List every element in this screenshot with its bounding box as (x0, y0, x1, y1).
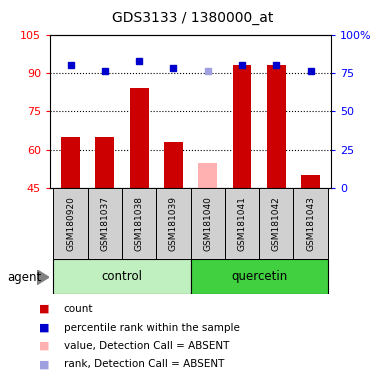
Text: rank, Detection Call = ABSENT: rank, Detection Call = ABSENT (64, 359, 224, 369)
Bar (198, 162, 217, 188)
Bar (191, 188, 225, 259)
Polygon shape (37, 270, 49, 285)
Bar (233, 65, 251, 188)
Bar (225, 188, 259, 259)
Text: GSM181037: GSM181037 (100, 196, 109, 251)
Text: GSM181043: GSM181043 (306, 196, 315, 251)
Bar (88, 188, 122, 259)
Text: ■: ■ (38, 359, 49, 369)
Bar (301, 175, 320, 188)
Bar (54, 259, 191, 294)
Bar (54, 188, 88, 259)
Text: GSM181039: GSM181039 (169, 196, 178, 251)
Text: GDS3133 / 1380000_at: GDS3133 / 1380000_at (112, 11, 273, 25)
Bar (259, 188, 293, 259)
Text: GSM181040: GSM181040 (203, 196, 212, 251)
Text: count: count (64, 304, 93, 314)
Bar (122, 188, 156, 259)
Bar (267, 65, 286, 188)
Text: ■: ■ (38, 323, 49, 333)
Bar (164, 142, 183, 188)
Text: GSM181038: GSM181038 (135, 196, 144, 251)
Text: ■: ■ (38, 341, 49, 351)
Text: GSM181042: GSM181042 (272, 196, 281, 251)
Bar (293, 188, 328, 259)
Text: ■: ■ (38, 304, 49, 314)
Bar (61, 137, 80, 188)
Text: GSM180920: GSM180920 (66, 196, 75, 251)
Text: agent: agent (8, 271, 42, 284)
Text: quercetin: quercetin (231, 270, 287, 283)
Text: value, Detection Call = ABSENT: value, Detection Call = ABSENT (64, 341, 229, 351)
Text: control: control (102, 270, 142, 283)
Bar (95, 137, 114, 188)
Bar (130, 88, 149, 188)
Bar (191, 259, 328, 294)
Text: percentile rank within the sample: percentile rank within the sample (64, 323, 239, 333)
Text: GSM181041: GSM181041 (238, 196, 246, 251)
Bar (156, 188, 191, 259)
